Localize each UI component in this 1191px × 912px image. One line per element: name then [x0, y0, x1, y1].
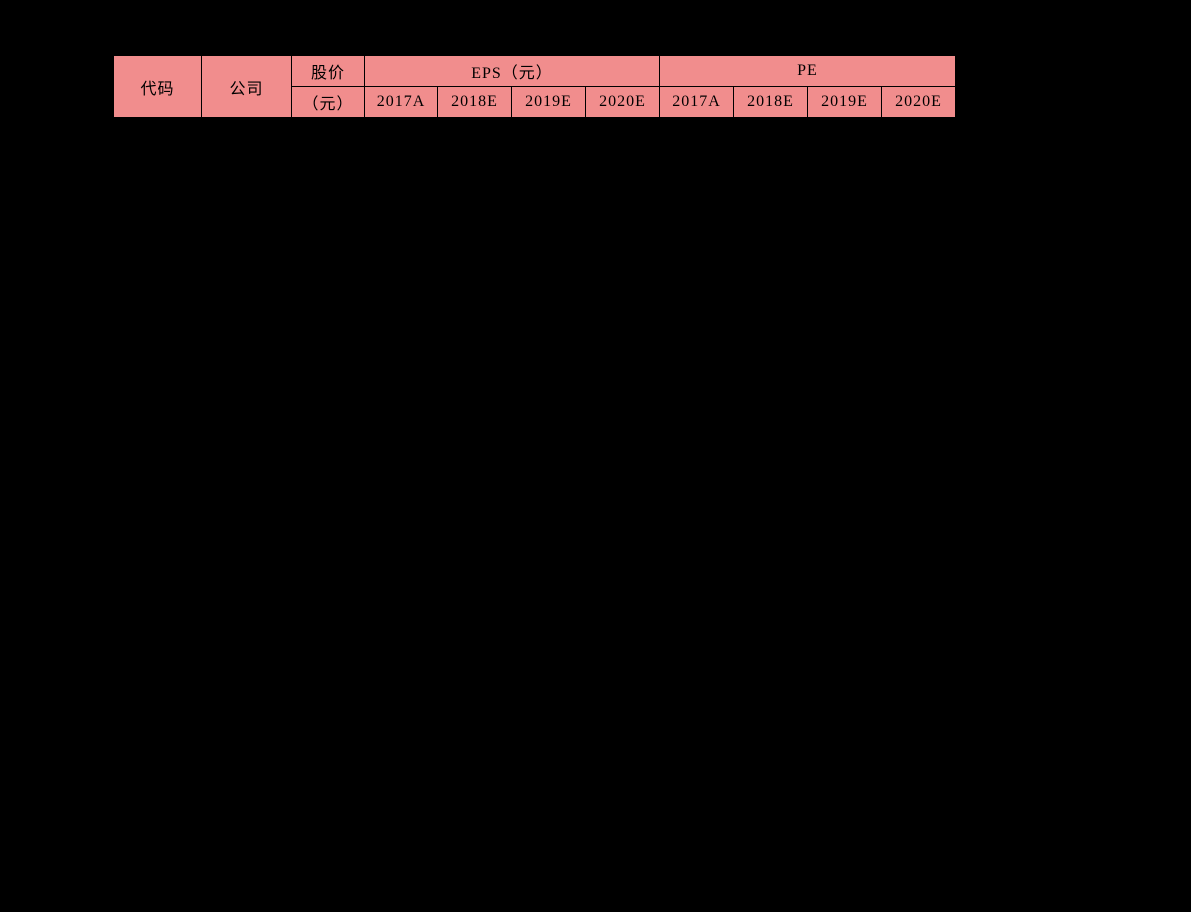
- col-header-price-unit: （元）: [292, 87, 365, 118]
- col-header-pe-2018e: 2018E: [734, 87, 808, 118]
- col-header-pe-2020e: 2020E: [882, 87, 956, 118]
- col-header-eps: EPS（元）: [365, 56, 660, 87]
- col-header-pe-2017a: 2017A: [660, 87, 734, 118]
- col-header-price: 股价: [292, 56, 365, 87]
- col-header-eps-2020e: 2020E: [586, 87, 660, 118]
- col-header-eps-2019e: 2019E: [512, 87, 586, 118]
- col-header-pe: PE: [660, 56, 956, 87]
- col-header-code: 代码: [114, 56, 202, 118]
- col-header-eps-2018e: 2018E: [438, 87, 512, 118]
- col-header-company: 公司: [202, 56, 292, 118]
- col-header-pe-2019e: 2019E: [808, 87, 882, 118]
- col-header-eps-2017a: 2017A: [365, 87, 438, 118]
- financial-table: 代码 公司 股价 EPS（元） PE （元） 2017A 2018E 2019E…: [113, 55, 956, 118]
